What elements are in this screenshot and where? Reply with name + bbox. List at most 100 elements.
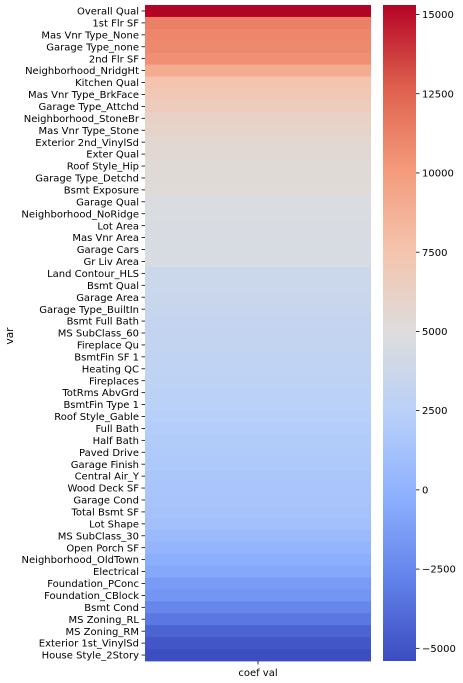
y-tick-label: Heating QC xyxy=(82,364,139,375)
y-tick-label: Garage Type_BuiltIn xyxy=(39,305,139,316)
y-tick-label: 1st Flr SF xyxy=(92,18,139,29)
heatmap-cell xyxy=(145,40,371,54)
heatmap-cell xyxy=(145,529,371,543)
y-tick-label: Roof Style_Hip xyxy=(67,162,139,173)
heatmap-cell xyxy=(145,446,371,459)
heatmap-cell xyxy=(145,565,371,578)
colorbar-tick-label: 7500 xyxy=(422,248,447,259)
y-tick-label: Open Porch SF xyxy=(66,543,139,554)
heatmap-cell xyxy=(145,458,371,471)
y-tick-label: Exter Qual xyxy=(86,150,139,161)
y-tick-label: Garage Qual xyxy=(76,197,139,208)
heatmap-cell xyxy=(145,350,371,364)
colorbar-tick-label: 5000 xyxy=(422,327,447,338)
heatmap-cell xyxy=(145,76,371,89)
y-tick-label: MS SubClass_60 xyxy=(58,329,139,340)
colorbar-tick-label: 12500 xyxy=(422,89,454,100)
heatmap-cell xyxy=(145,195,371,209)
y-tick-label: Roof Style_Gable xyxy=(54,412,139,423)
y-tick-label: Half Bath xyxy=(93,436,139,447)
y-tick-label: Total Bsmt SF xyxy=(70,508,139,519)
y-tick-label: Garage Finish xyxy=(71,460,139,471)
y-axis-label: var xyxy=(4,327,16,345)
heatmap-cell xyxy=(145,243,371,256)
heatmap-cell xyxy=(145,279,371,292)
y-tick-label: BsmtFin Type 1 xyxy=(63,400,139,411)
y-tick-label: Mas Vnr Type_BrkFace xyxy=(28,90,139,101)
heatmap-cell xyxy=(145,327,371,340)
y-tick-label: Mas Vnr Type_Stone xyxy=(39,126,139,137)
heatmap-cell xyxy=(145,160,371,173)
heatmap-cell xyxy=(145,374,371,388)
heatmap-cell xyxy=(145,183,371,197)
heatmap-cell xyxy=(145,601,371,614)
heatmap-cell xyxy=(145,124,371,137)
heatmap-cell xyxy=(145,410,371,423)
heatmap-cell xyxy=(145,517,371,531)
y-tick-label: Bsmt Exposure xyxy=(64,185,139,196)
heatmap-cell xyxy=(145,231,371,244)
y-tick-label: Bsmt Full Bath xyxy=(67,317,139,328)
heatmap-cell xyxy=(145,291,371,304)
y-tick-label: Overall Qual xyxy=(77,7,139,18)
x-tick-label: coef val xyxy=(238,668,277,679)
y-tick-label: Paved Drive xyxy=(79,448,139,459)
y-tick-label: Neighborhood_NoRidge xyxy=(21,209,139,220)
y-tick-label: Land Contour_HLS xyxy=(47,269,139,280)
heatmap-cell xyxy=(145,637,371,650)
y-tick-label: Garage Cars xyxy=(77,245,139,256)
y-tick-label: 2nd Flr SF xyxy=(89,54,139,65)
heatmap-cell xyxy=(145,88,371,101)
y-tick-label: Garage Type_Attchd xyxy=(39,102,139,113)
heatmap-cell xyxy=(145,52,371,66)
heatmap-cell xyxy=(145,649,371,662)
heatmap-cell xyxy=(145,470,371,483)
y-tick-label: MS Zoning_RM xyxy=(65,627,139,638)
heatmap-cell xyxy=(145,207,371,221)
heatmap-cell xyxy=(145,422,371,435)
y-tick-label: Neighborhood_NridgHt xyxy=(25,66,139,77)
y-tick-label: Exterior 1st_VinylSd xyxy=(39,639,139,650)
heatmap-cell xyxy=(145,315,371,328)
colorbar-tick-label: −2500 xyxy=(422,565,456,576)
y-tick-label: Lot Shape xyxy=(89,519,139,530)
y-tick-label: Garage Area xyxy=(76,293,139,304)
heatmap-cell xyxy=(145,303,371,316)
y-tick-label: Garage Cond xyxy=(73,496,139,507)
heatmap-cell xyxy=(145,589,371,602)
y-tick-label: Gr Liv Area xyxy=(84,257,140,268)
y-tick-label: Bsmt Qual xyxy=(87,281,139,292)
y-tick-label: Mas Vnr Type_None xyxy=(41,30,139,41)
heatmap-cell xyxy=(145,136,371,149)
y-tick-label: BsmtFin SF 1 xyxy=(74,352,139,363)
colorbar-tick-label: 0 xyxy=(422,485,428,496)
heatmap-cell xyxy=(145,541,371,555)
y-tick-label: Lot Area xyxy=(97,221,139,232)
y-tick-label: Foundation_CBlock xyxy=(44,591,139,602)
heatmap-cell xyxy=(145,553,371,566)
y-tick-label: Mas Vnr Area xyxy=(72,233,139,244)
y-tick-label: Bsmt Cond xyxy=(84,603,139,614)
heatmap-cell xyxy=(145,5,371,18)
heatmap-cell xyxy=(145,434,371,447)
heatmap-cells xyxy=(145,5,371,662)
y-tick-label: Fireplaces xyxy=(89,376,139,387)
colorbar-bar xyxy=(383,5,416,661)
heatmap-cell xyxy=(145,362,371,376)
heatmap-cell xyxy=(145,267,371,280)
heatmap-cell xyxy=(145,494,371,507)
y-tick-label: House Style_2Story xyxy=(42,651,139,662)
y-tick-label: Garage Type_none xyxy=(46,42,139,53)
colorbar-tick-label: −5000 xyxy=(422,644,456,655)
colorbar-tick-label: 10000 xyxy=(422,169,454,180)
heatmap-cell xyxy=(145,577,371,590)
y-tick-label: Garage Type_Detchd xyxy=(35,174,139,185)
y-tick-label: Neighborhood_StoneBr xyxy=(24,114,140,125)
y-tick-label: Full Bath xyxy=(95,424,139,435)
heatmap-cell xyxy=(145,625,371,638)
heatmap-cell xyxy=(145,112,371,125)
y-tick-label: Kitchen Qual xyxy=(75,78,139,89)
heatmap-cell xyxy=(145,505,371,519)
heatmap-cell xyxy=(145,64,371,77)
